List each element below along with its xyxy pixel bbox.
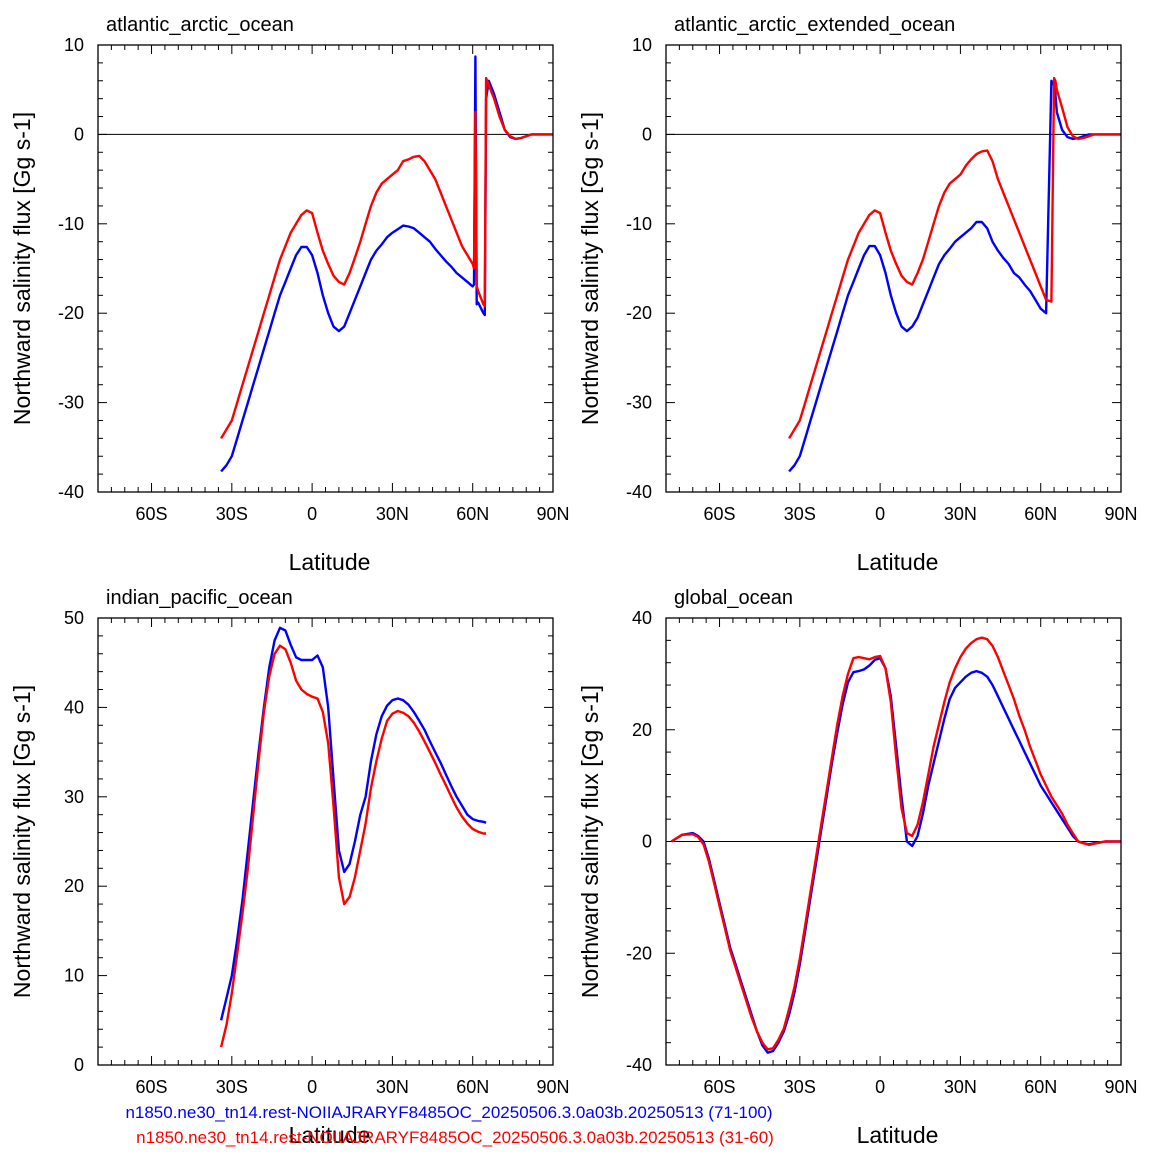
legend-entry-2: n1850.ne30_tn14.rest-NOIIAJRARYF8485OC_2… (136, 1128, 774, 1147)
y-tick-label: 20 (64, 876, 84, 896)
x-tick-label: 60S (136, 1077, 168, 1097)
y-tick-label: 30 (64, 787, 84, 807)
y-axis-label: Northward salinity flux [Gg s-1] (577, 685, 603, 998)
y-tick-label: -40 (626, 482, 652, 502)
x-tick-label: 30S (784, 504, 816, 524)
series-line-1 (788, 79, 1121, 473)
x-tick-label: 60S (136, 504, 168, 524)
plot-title: atlantic_arctic_extended_ocean (674, 14, 955, 36)
series-line-2 (670, 636, 1121, 1051)
series-line-2 (220, 76, 553, 440)
plot-title: indian_pacific_ocean (106, 587, 293, 609)
y-tick-label: 0 (74, 1055, 84, 1075)
y-tick-label: 10 (64, 966, 84, 986)
legend: n1850.ne30_tn14.rest-NOIIAJRARYF8485OC_2… (125, 1103, 773, 1147)
y-tick-label: 40 (64, 697, 84, 717)
x-axis-label: Latitude (289, 1122, 371, 1148)
y-tick-label: 0 (74, 124, 84, 144)
x-tick-label: 60N (456, 1077, 489, 1097)
panels: atlantic_arctic_ocean 60S 30S 0 30N 60N 90N -40… (9, 14, 1138, 1148)
x-tick-label: 60S (704, 504, 736, 524)
x-tick-label: 0 (875, 504, 885, 524)
plot-title: global_ocean (674, 587, 793, 609)
x-tick-label: 90N (1104, 1077, 1137, 1097)
y-tick-label: 0 (642, 832, 652, 852)
y-tick-label: -20 (626, 943, 652, 963)
x-tick-label: 60N (1024, 504, 1057, 524)
y-tick-label: 10 (632, 35, 652, 55)
y-tick-label: -30 (626, 393, 652, 413)
y-axis-label: Northward salinity flux [Gg s-1] (9, 112, 35, 425)
x-tick-label: 30S (216, 1077, 248, 1097)
plot-frame (665, 617, 1122, 1066)
x-tick-label: 30N (944, 1077, 977, 1097)
panel-3: indian_pacific_ocean 60S 30S 0 30N 60N 90N 0 10 2… (9, 587, 570, 1148)
x-tick-label: 30S (784, 1077, 816, 1097)
y-axis-label: Northward salinity flux [Gg s-1] (9, 685, 35, 998)
legend-entry-1: n1850.ne30_tn14.rest-NOIIAJRARYF8485OC_2… (125, 1103, 772, 1122)
x-tick-label: 90N (536, 1077, 569, 1097)
x-tick-label: 30N (376, 1077, 409, 1097)
x-axis-label: Latitude (857, 549, 939, 575)
y-tick-label: -20 (626, 303, 652, 323)
x-tick-label: 30S (216, 504, 248, 524)
x-tick-label: 0 (875, 1077, 885, 1097)
panel-4: global_ocean 60S 30S 0 30N 60N 90N -40 -20 0 20 40 L… (577, 587, 1138, 1148)
x-tick-label: 90N (1104, 504, 1137, 524)
y-tick-label: -40 (58, 482, 84, 502)
panel-1: atlantic_arctic_ocean 60S 30S 0 30N 60N 90N -40… (9, 14, 570, 575)
y-tick-label: -20 (58, 303, 84, 323)
series-line-1 (670, 657, 1121, 1054)
series-line-2 (788, 76, 1121, 440)
x-tick-label: 0 (307, 1077, 317, 1097)
x-tick-label: 0 (307, 504, 317, 524)
series-line-1 (219, 626, 487, 1021)
x-tick-label: 30N (944, 504, 977, 524)
panel-2: atlantic_arctic_extended_ocean 60S 30S 0 30N… (577, 14, 1138, 575)
x-tick-label: 60S (704, 1077, 736, 1097)
y-tick-label: -10 (626, 214, 652, 234)
x-tick-label: 30N (376, 504, 409, 524)
y-tick-label: -40 (626, 1055, 652, 1075)
x-axis-label: Latitude (289, 549, 371, 575)
series-line-2 (219, 644, 487, 1048)
y-tick-label: 0 (642, 124, 652, 144)
x-tick-label: 60N (1024, 1077, 1057, 1097)
y-tick-label: -10 (58, 214, 84, 234)
plot-title: atlantic_arctic_ocean (106, 14, 294, 36)
plot-frame (665, 44, 1122, 493)
plot-frame (97, 617, 554, 1066)
y-axis-label: Northward salinity flux [Gg s-1] (577, 112, 603, 425)
y-tick-label: 50 (64, 608, 84, 628)
x-tick-label: 60N (456, 504, 489, 524)
y-tick-label: -30 (58, 393, 84, 413)
y-tick-label: 10 (64, 35, 84, 55)
x-tick-label: 90N (536, 504, 569, 524)
y-tick-label: 40 (632, 608, 652, 628)
x-axis-label: Latitude (857, 1122, 939, 1148)
plot-frame (97, 44, 554, 493)
y-tick-label: 20 (632, 720, 652, 740)
series-line-1 (220, 55, 553, 473)
